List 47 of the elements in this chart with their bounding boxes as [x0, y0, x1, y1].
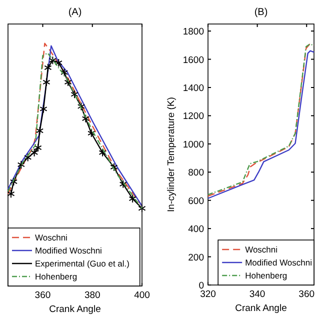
- legend-label: Hohenberg: [245, 270, 288, 280]
- point: [119, 180, 127, 188]
- y-axis-title: In-cylinder Temperature (K): [166, 97, 177, 212]
- point: [40, 104, 48, 114]
- legend-label: Modified Woschni: [35, 246, 102, 256]
- point: [36, 126, 44, 136]
- x-tick-label: 340: [249, 289, 266, 300]
- point: [7, 190, 15, 198]
- point: [128, 194, 136, 203]
- y-tick-label: 1400: [182, 82, 204, 94]
- legend-label: Experimental (Guo et al.): [35, 258, 130, 268]
- point: [70, 90, 78, 99]
- y-tick-label: 1000: [182, 139, 204, 150]
- x-tick-label: 320: [200, 289, 216, 300]
- point: [24, 153, 32, 162]
- y-tick-label: 200: [188, 252, 204, 264]
- y-tick-label: 1200: [182, 111, 204, 122]
- x-axis-title: Crank Angle: [235, 303, 287, 314]
- y-tick-label: 400: [188, 224, 204, 236]
- y-tick-label: 800: [188, 168, 204, 179]
- point: [88, 128, 96, 138]
- x-tick-label: 400: [134, 290, 150, 301]
- point: [10, 177, 18, 186]
- y-tick-label: 0: [198, 280, 204, 292]
- point: [77, 102, 85, 111]
- point: [138, 204, 146, 213]
- point: [60, 68, 68, 77]
- x-axis-title: Crank Angle: [49, 304, 101, 315]
- chart-title: (B): [254, 7, 268, 18]
- point: [82, 114, 90, 123]
- point: [98, 148, 106, 157]
- legend-label: Woschni: [35, 232, 68, 242]
- legend-label: Modified Woschni: [245, 258, 312, 268]
- point: [54, 58, 62, 68]
- legend-label: Woschni: [245, 244, 278, 254]
- point: [64, 78, 72, 87]
- point: [110, 162, 118, 172]
- legend-label: Hohenberg: [35, 272, 78, 282]
- y-tick-label: 600: [188, 196, 204, 207]
- x-tick-label: 380: [84, 290, 100, 301]
- chart-title: (A): [68, 7, 82, 18]
- y-tick-label: 1800: [182, 26, 204, 38]
- x-tick-label: 360: [298, 289, 315, 300]
- x-tick-label: 360: [34, 290, 51, 301]
- point: [42, 78, 50, 87]
- point: [17, 160, 25, 169]
- y-tick-label: 1600: [182, 54, 204, 66]
